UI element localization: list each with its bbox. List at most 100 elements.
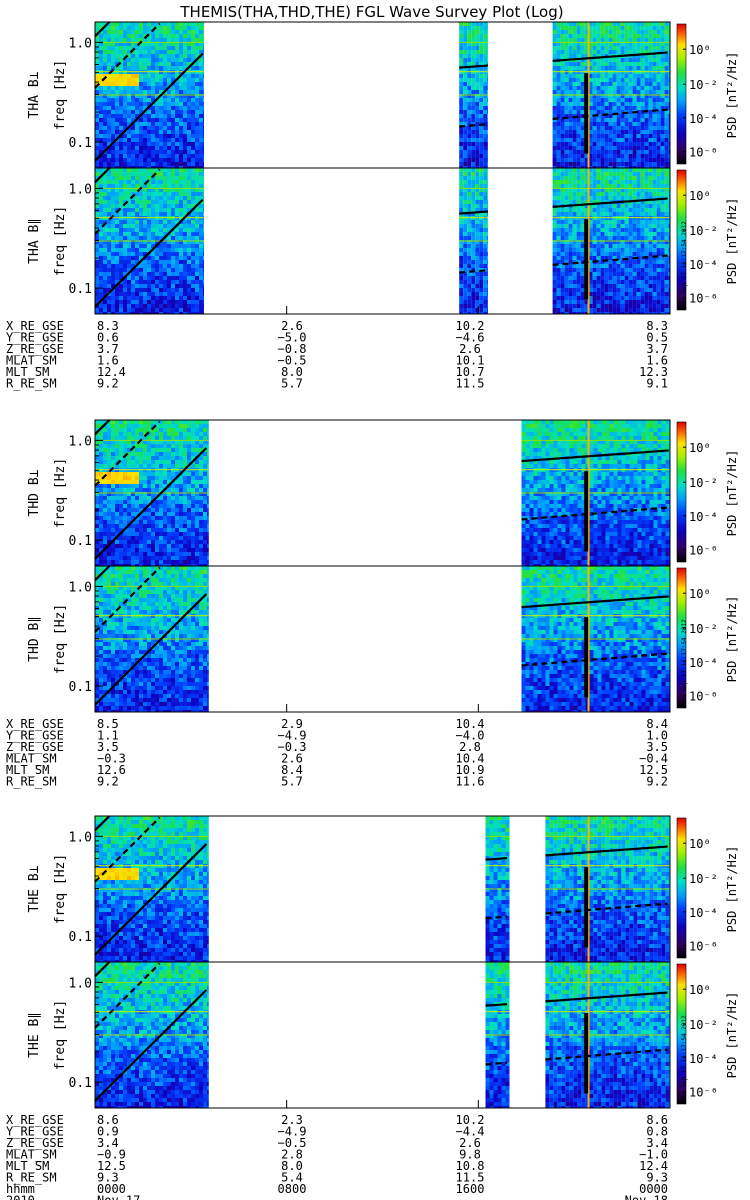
colorbar-tick-label: 10⁻⁶ xyxy=(689,145,718,159)
colorbar-label: PSD [nT²/Hz] xyxy=(725,596,739,683)
time-row-label: 2010 xyxy=(6,1194,35,1200)
panel-label: THA B∥ xyxy=(27,218,42,264)
ephemeris-value: 9.2 xyxy=(97,377,119,391)
colorbar-tick-label: 10⁻⁴ xyxy=(689,1052,718,1066)
colorbar-tick-label: 10⁻⁶ xyxy=(689,1085,718,1099)
panel-bperp-thd: 1.0 0.1 THD B⊥ freq [Hz] 10⁰ 10⁻² 10⁻⁴ 10⁻⁶ PSD … xyxy=(27,420,739,566)
colorbar-tick-label: 10⁻⁶ xyxy=(689,689,718,703)
ephemeris-value: 5.7 xyxy=(281,775,303,789)
colorbar-label: PSD [nT²/Hz] xyxy=(725,52,739,139)
probe-block-tha: 1.0 0.1 THA B⊥ freq [Hz] 10⁰ 10⁻² 10⁻⁴ 10⁻⁶ PSD … xyxy=(6,22,739,391)
y-axis: 1.0 0.1 THA B∥ freq [Hz] xyxy=(27,182,103,297)
colorbar-tick-label: 10⁰ xyxy=(689,441,711,455)
timestamp-stamp: Mon Sep 17 11:17:54 2012 xyxy=(681,1015,688,1102)
y-axis: 1.0 0.1 THE B⊥ freq [Hz] xyxy=(27,830,103,945)
colorbar-tick-label: 10⁻⁶ xyxy=(689,543,718,557)
freq-axis-label: freq [Hz] xyxy=(53,60,68,130)
ephemeris-table: X_RE_GSE 8.5 2.9 10.4 8.4Y_RE_GSE 1.1 −4.9 −4.0… xyxy=(6,717,668,789)
y-tick-label: 1.0 xyxy=(69,580,92,595)
data-gap-mark xyxy=(584,1013,588,1093)
y-axis: 1.0 0.1 THD B⊥ freq [Hz] xyxy=(27,434,103,549)
ephemeris-value: 11.5 xyxy=(456,377,485,391)
freq-axis-label: freq [Hz] xyxy=(53,604,68,674)
colorbar-gradient xyxy=(677,422,686,562)
ephemeris-value: 9.1 xyxy=(646,377,668,391)
y-axis: 1.0 0.1 THE B∥ freq [Hz] xyxy=(27,976,103,1091)
colorbar-tick-label: 10⁰ xyxy=(689,837,711,851)
freq-axis-label: freq [Hz] xyxy=(53,458,68,528)
y-tick-label: 0.1 xyxy=(69,1076,92,1091)
gyrofrequency-line xyxy=(486,1004,508,1006)
colorbar-label: PSD [nT²/Hz] xyxy=(725,198,739,285)
colorbar-tick-label: 10⁻⁴ xyxy=(689,112,718,126)
y-tick-label: 1.0 xyxy=(69,434,92,449)
time-value: Nov 18 xyxy=(625,1194,668,1200)
ephemeris-value: 9.2 xyxy=(646,775,668,789)
colorbar-label: PSD [nT²/Hz] xyxy=(725,846,739,933)
panel-label: THE B∥ xyxy=(27,1012,42,1058)
timestamp-stamp: Mon Sep 17 11:17:54 2012 xyxy=(681,221,688,308)
timestamp-stamp: Mon Sep 17 11:17:54 2012 xyxy=(681,619,688,706)
spectrogram-image xyxy=(95,22,670,168)
data-gap-mark xyxy=(584,867,588,947)
colorbar-tick-label: 10⁻⁴ xyxy=(689,258,718,272)
colorbar-tick-label: 10⁻⁴ xyxy=(689,510,718,524)
spectrogram-image xyxy=(95,962,670,1108)
panel-label: THD B⊥ xyxy=(27,469,42,516)
colorbar-label: PSD [nT²/Hz] xyxy=(725,450,739,537)
data-gap-mark xyxy=(584,219,588,299)
colorbar-tick-label: 10⁻⁶ xyxy=(689,939,718,953)
y-tick-label: 0.1 xyxy=(69,136,92,151)
ephemeris-value: 5.7 xyxy=(281,377,303,391)
colorbar-tick-label: 10⁻² xyxy=(689,622,718,636)
colorbar-tick-label: 10⁻² xyxy=(689,224,718,238)
colorbar-tick-label: 10⁰ xyxy=(689,43,711,57)
y-tick-label: 1.0 xyxy=(69,36,92,51)
y-tick-label: 0.1 xyxy=(69,282,92,297)
colorbar-tick-label: 10⁻⁴ xyxy=(689,656,718,670)
ephemeris-label: R_RE_SM xyxy=(6,377,57,391)
ephemeris-value: 9.2 xyxy=(97,775,119,789)
spectrogram-image xyxy=(95,168,670,314)
freq-axis-label: freq [Hz] xyxy=(53,1000,68,1070)
figure-title: THEMIS(THA,THD,THE) FGL Wave Survey Plot… xyxy=(179,3,563,21)
colorbar-tick-label: 10⁻² xyxy=(689,476,718,490)
data-gap-mark xyxy=(584,471,588,551)
y-tick-label: 0.1 xyxy=(69,680,92,695)
time-value: 1600 xyxy=(456,1182,485,1196)
spectrogram-image xyxy=(95,816,670,962)
y-tick-label: 1.0 xyxy=(69,976,92,991)
data-gap-mark xyxy=(584,617,588,697)
spectrogram-image xyxy=(95,566,670,712)
colorbar-tick-label: 10⁰ xyxy=(689,983,711,997)
gyrofrequency-line xyxy=(486,858,508,860)
y-tick-label: 1.0 xyxy=(69,182,92,197)
colorbar: 10⁰ 10⁻² 10⁻⁴ 10⁻⁶ PSD [nT²/Hz] xyxy=(677,422,739,562)
panel-label: THA B⊥ xyxy=(27,71,42,118)
probe-block-thd: 1.0 0.1 THD B⊥ freq [Hz] 10⁰ 10⁻² 10⁻⁴ 10⁻⁶ PSD … xyxy=(6,420,739,789)
y-tick-label: 0.1 xyxy=(69,930,92,945)
freq-axis-label: freq [Hz] xyxy=(53,206,68,276)
colorbar-tick-label: 10⁰ xyxy=(689,189,711,203)
freq-axis-label: freq [Hz] xyxy=(53,854,68,924)
colorbar-gradient xyxy=(677,24,686,164)
ephemeris-label: R_RE_SM xyxy=(6,775,57,789)
y-tick-label: 1.0 xyxy=(69,830,92,845)
colorbar-tick-label: 10⁻⁴ xyxy=(689,906,718,920)
ephemeris-table: X_RE_GSE 8.6 2.3 10.2 8.6Y_RE_GSE 0.9 −4.9 −4.4… xyxy=(6,1113,668,1200)
colorbar-label: PSD [nT²/Hz] xyxy=(725,992,739,1079)
panel-label: THE B⊥ xyxy=(27,865,42,912)
y-tick-label: 0.1 xyxy=(69,534,92,549)
ephemeris-value: 11.6 xyxy=(456,775,485,789)
